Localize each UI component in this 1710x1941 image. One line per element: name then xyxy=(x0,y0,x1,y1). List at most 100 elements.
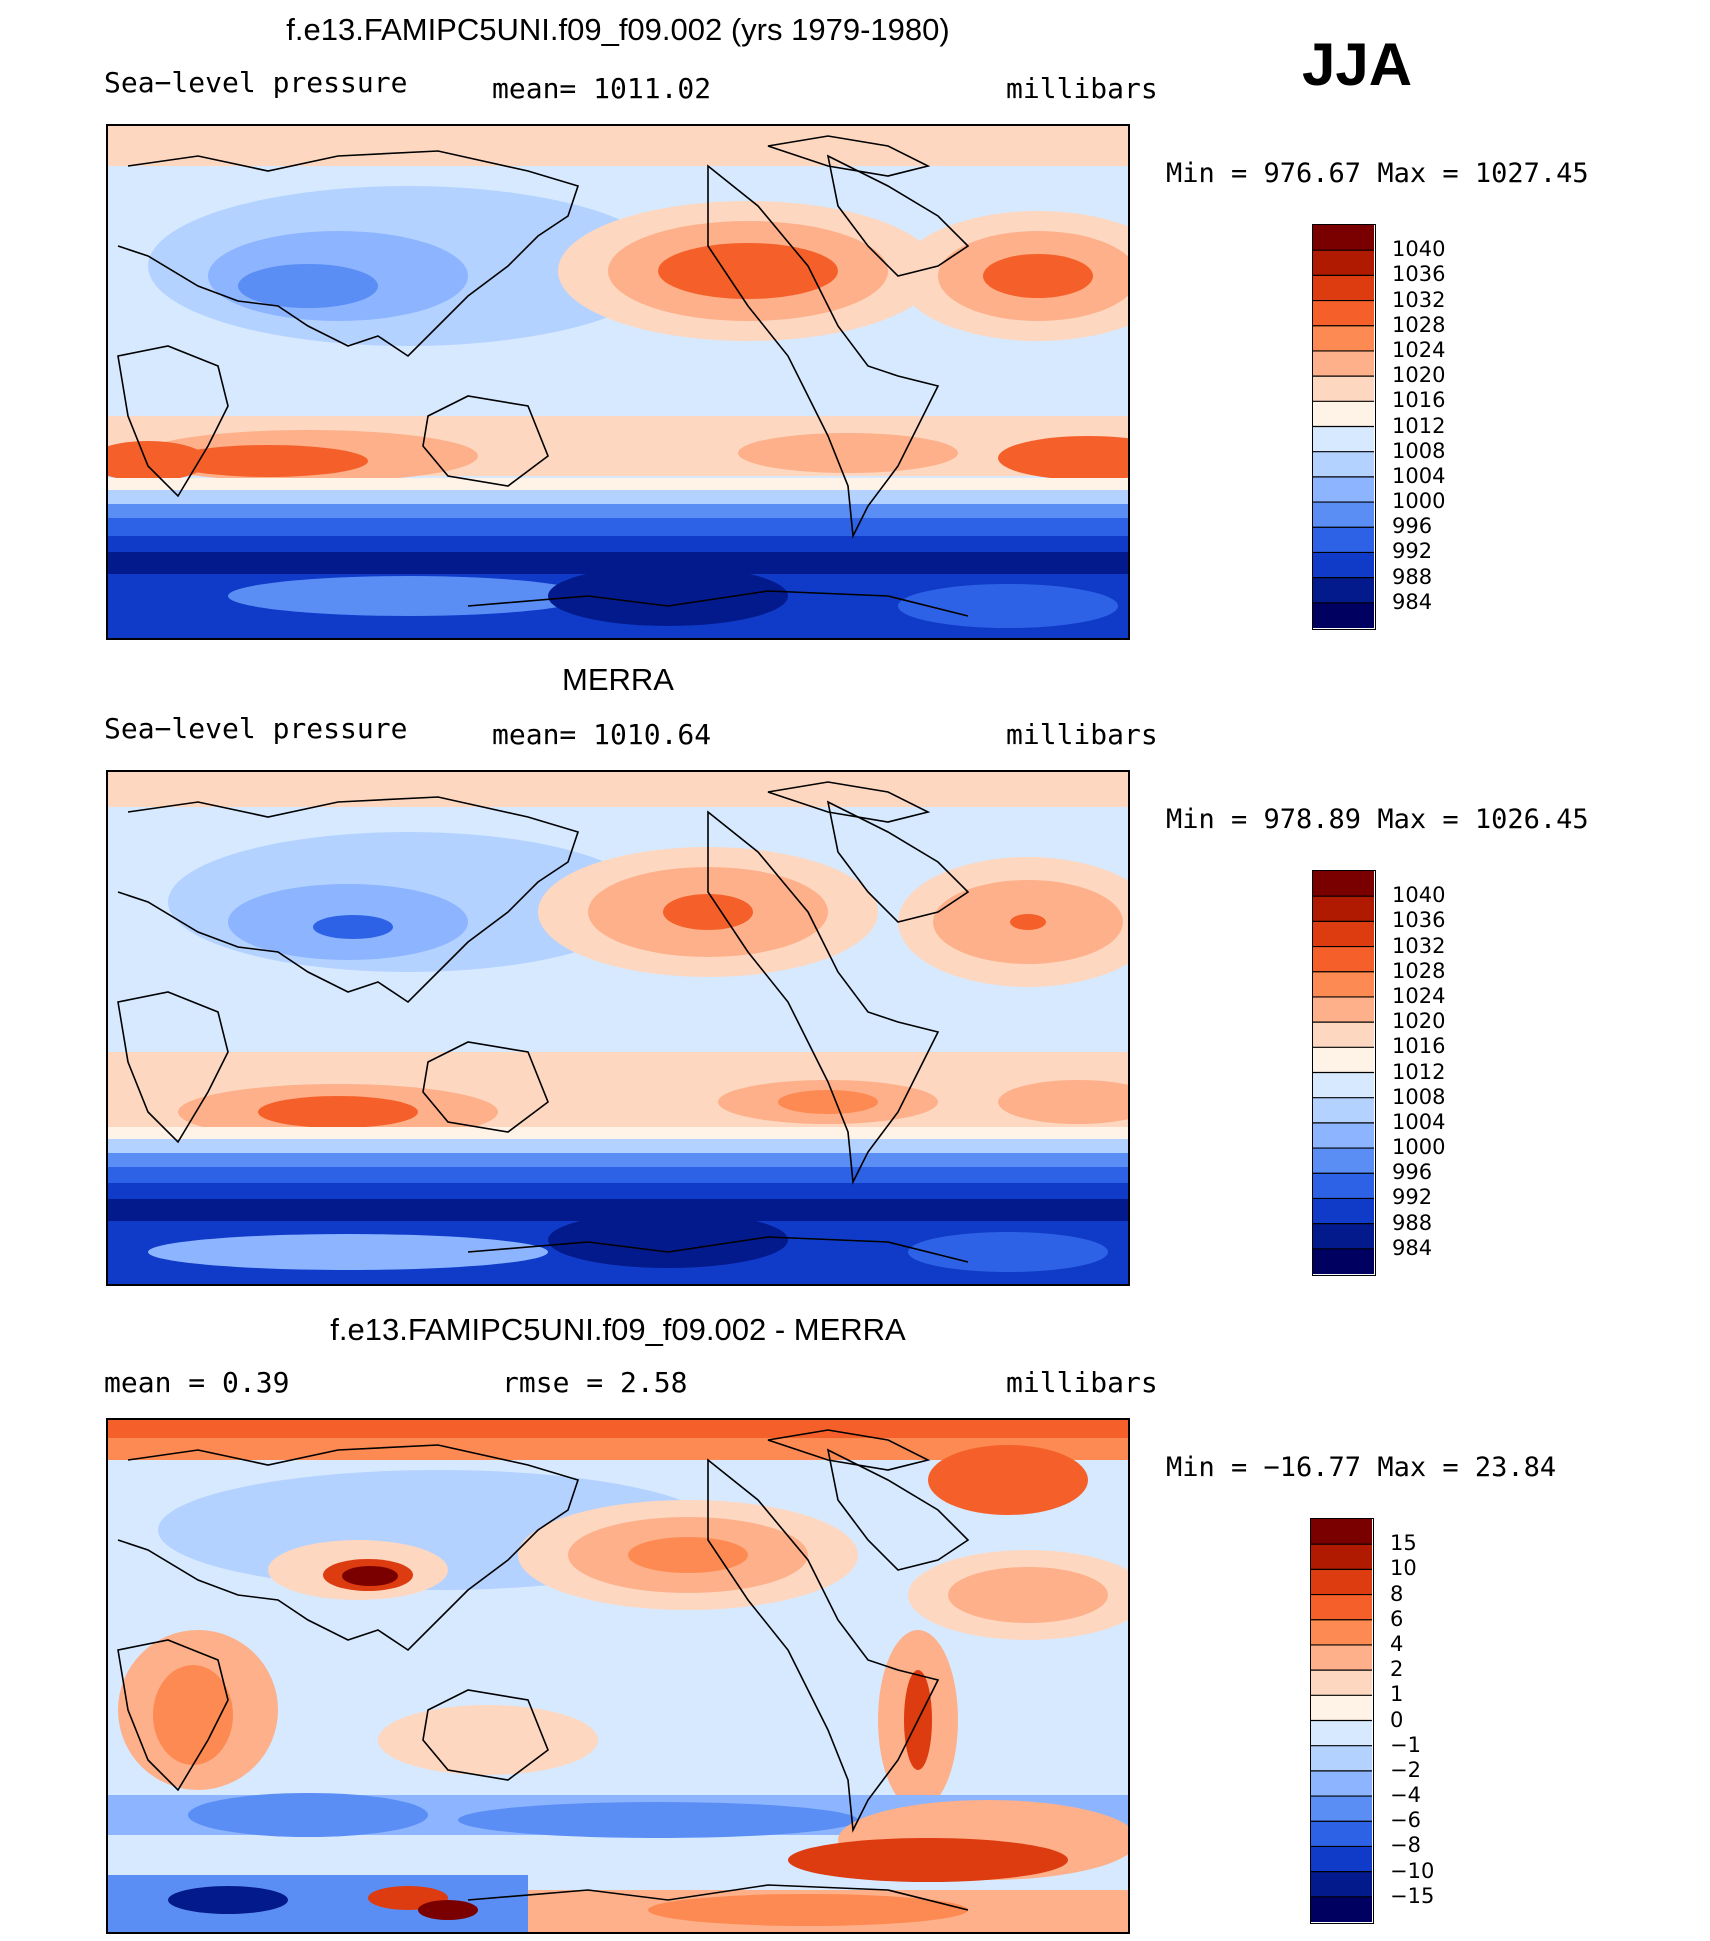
colorbar-1-swatch xyxy=(1313,401,1374,427)
colorbar-3-swatch xyxy=(1311,1569,1372,1596)
panel-2-mean-label: mean= 1010.64 xyxy=(492,718,712,751)
panel-1-units-label: millibars xyxy=(1006,72,1158,105)
panel-1-variable-label: Sea−level pressure xyxy=(104,66,408,99)
colorbar-1-swatch xyxy=(1313,552,1374,579)
panel-3-colorbar xyxy=(1310,1518,1374,1924)
colorbar-3-swatch xyxy=(1311,1644,1372,1671)
panel-3-rmse-label: rmse = 2.58 xyxy=(502,1366,688,1399)
colorbar-3-swatch xyxy=(1311,1871,1372,1898)
colorbar-1-swatch xyxy=(1313,426,1374,453)
colorbar-2-swatch xyxy=(1313,1248,1374,1274)
colorbar-3-swatch xyxy=(1311,1796,1372,1822)
colorbar-1-tick-label: 1024 xyxy=(1392,337,1446,362)
colorbar-1-swatch xyxy=(1313,300,1374,327)
colorbar-3-swatch xyxy=(1311,1519,1372,1545)
panel-3-title: f.e13.FAMIPC5UNI.f09_f09.002 - MERRA xyxy=(330,1312,906,1347)
colorbar-1-tick-label: 1016 xyxy=(1392,388,1446,413)
colorbar-1-tick-label: 996 xyxy=(1392,514,1433,539)
colorbar-2-tick-label: 1020 xyxy=(1392,1009,1446,1034)
colorbar-1-swatch xyxy=(1313,451,1374,478)
p1-pacific-high xyxy=(658,243,838,299)
colorbar-1-swatch xyxy=(1313,527,1374,553)
panel-1-minmax: Min = 976.67 Max = 1027.45 xyxy=(1166,158,1589,189)
colorbar-3-swatch xyxy=(1311,1619,1372,1646)
colorbar-2-swatch xyxy=(1313,1047,1374,1073)
panel-1-mean-label: mean= 1011.02 xyxy=(492,72,712,105)
colorbar-2-swatch xyxy=(1313,1223,1374,1250)
colorbar-1-swatch xyxy=(1313,250,1374,276)
panel-1-map xyxy=(106,124,1130,640)
colorbar-3-swatch xyxy=(1311,1695,1372,1721)
colorbar-2-swatch xyxy=(1313,921,1374,948)
colorbar-1-swatch xyxy=(1313,476,1374,503)
panel-3-map xyxy=(106,1418,1130,1934)
panel-3-units-label: millibars xyxy=(1006,1366,1158,1399)
colorbar-1-tick-label: 1032 xyxy=(1392,287,1446,312)
colorbar-1-tick-label: 1028 xyxy=(1392,312,1446,337)
colorbar-1-tick-label: 1040 xyxy=(1392,237,1446,262)
panel-2-units-label: millibars xyxy=(1006,718,1158,751)
colorbar-3-tick-label: 6 xyxy=(1390,1606,1404,1631)
p3-tibet-maximum xyxy=(342,1566,398,1586)
colorbar-2-tick-label: 1040 xyxy=(1392,883,1446,908)
colorbar-3-swatch xyxy=(1311,1745,1372,1772)
panel-1-title: f.e13.FAMIPC5UNI.f09_f09.002 (yrs 1979-1… xyxy=(286,12,950,47)
p1-azores-high xyxy=(983,254,1093,298)
colorbar-3-swatch xyxy=(1311,1821,1372,1847)
colorbar-3-tick-label: 4 xyxy=(1390,1631,1404,1656)
colorbar-1-tick-label: 988 xyxy=(1392,564,1433,589)
panel-3-minmax: Min = −16.77 Max = 23.84 xyxy=(1166,1452,1557,1483)
colorbar-3-tick-label: −1 xyxy=(1390,1732,1421,1757)
colorbar-3-tick-label: 8 xyxy=(1390,1581,1404,1606)
colorbar-2-tick-label: 1024 xyxy=(1392,983,1446,1008)
colorbar-2-swatch xyxy=(1313,896,1374,922)
colorbar-1-swatch xyxy=(1313,325,1374,352)
colorbar-2-tick-label: 1004 xyxy=(1392,1109,1446,1134)
p1-south-indian-high xyxy=(168,445,368,477)
colorbar-1-tick-label: 992 xyxy=(1392,539,1433,564)
colorbar-1-tick-label: 1036 xyxy=(1392,262,1446,287)
colorbar-3-swatch xyxy=(1311,1896,1372,1922)
panel-2-map xyxy=(106,770,1130,1286)
colorbar-3-swatch xyxy=(1311,1544,1372,1570)
colorbar-2-tick-label: 1012 xyxy=(1392,1059,1446,1084)
panel-1-colorbar xyxy=(1312,224,1376,630)
colorbar-1-swatch xyxy=(1313,502,1374,528)
colorbar-2-tick-label: 1032 xyxy=(1392,933,1446,958)
colorbar-2-tick-label: 1016 xyxy=(1392,1034,1446,1059)
p3-greenland-positive xyxy=(928,1445,1088,1515)
colorbar-1-tick-label: 984 xyxy=(1392,589,1433,614)
p2-south-indian-high xyxy=(258,1096,418,1128)
panel-3-mean-label: mean = 0.39 xyxy=(104,1366,290,1399)
season-label: JJA xyxy=(1302,31,1413,98)
colorbar-3-tick-label: 15 xyxy=(1390,1531,1417,1556)
colorbar-1-tick-label: 1000 xyxy=(1392,489,1446,514)
colorbar-3-tick-label: −2 xyxy=(1390,1757,1421,1782)
colorbar-3-swatch xyxy=(1311,1670,1372,1696)
colorbar-1-swatch xyxy=(1313,602,1374,628)
p2-pacific-high xyxy=(663,894,753,930)
colorbar-3-swatch xyxy=(1311,1594,1372,1621)
p3-south-atlantic-positive xyxy=(788,1838,1068,1882)
panel-2-title: MERRA xyxy=(562,662,674,697)
colorbar-2-swatch xyxy=(1313,1097,1374,1124)
panel-2-minmax: Min = 978.89 Max = 1026.45 xyxy=(1166,804,1589,835)
colorbar-2-swatch xyxy=(1313,971,1374,998)
colorbar-2-tick-label: 996 xyxy=(1392,1160,1433,1185)
colorbar-2-tick-label: 984 xyxy=(1392,1235,1433,1260)
colorbar-2-swatch xyxy=(1313,1198,1374,1225)
colorbar-1-swatch xyxy=(1313,225,1374,251)
colorbar-2-swatch xyxy=(1313,1173,1374,1199)
colorbar-1-swatch xyxy=(1313,577,1374,604)
panel-2-variable-label: Sea−level pressure xyxy=(104,712,408,745)
colorbar-3-tick-label: −10 xyxy=(1390,1858,1435,1883)
colorbar-3-tick-label: −6 xyxy=(1390,1808,1421,1833)
colorbar-2-tick-label: 992 xyxy=(1392,1185,1433,1210)
colorbar-3-tick-label: −15 xyxy=(1390,1883,1435,1908)
colorbar-3-swatch xyxy=(1311,1846,1372,1873)
colorbar-2-swatch xyxy=(1313,1072,1374,1099)
colorbar-2-tick-label: 1036 xyxy=(1392,908,1446,933)
colorbar-2-swatch xyxy=(1313,996,1374,1023)
colorbar-1-swatch xyxy=(1313,376,1374,402)
colorbar-3-tick-label: 2 xyxy=(1390,1657,1404,1682)
